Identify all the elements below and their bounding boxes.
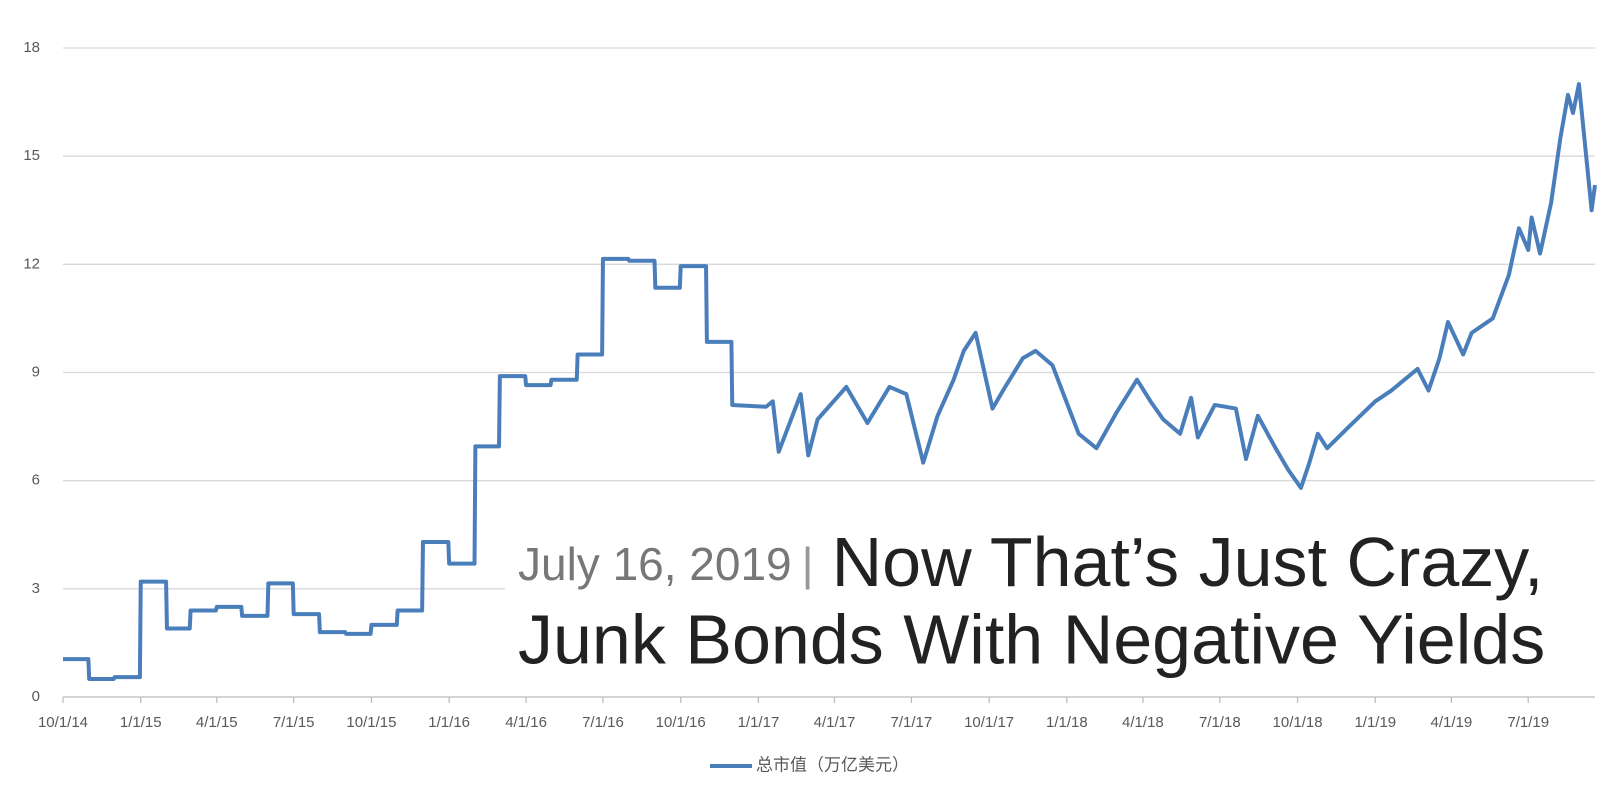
annotation-box: [505, 510, 1605, 682]
x-tick-label: 1/1/18: [1046, 714, 1088, 731]
x-tick-label: 4/1/15: [196, 714, 238, 731]
x-tick-label: 7/1/18: [1199, 714, 1241, 731]
x-tick-label: 7/1/17: [891, 714, 933, 731]
x-tick-label: 10/1/14: [38, 714, 88, 731]
y-tick-label: 15: [23, 147, 40, 164]
x-tick-label: 7/1/19: [1507, 714, 1549, 731]
x-tick-label: 1/1/19: [1354, 714, 1396, 731]
annotation-separator: |: [802, 538, 814, 590]
y-tick-label: 12: [23, 255, 40, 272]
y-tick-label: 3: [32, 580, 40, 597]
x-tick-label: 4/1/18: [1122, 714, 1164, 731]
y-tick-label: 6: [32, 472, 40, 489]
x-tick-label: 4/1/19: [1430, 714, 1472, 731]
x-tick-label: 10/1/17: [964, 714, 1014, 731]
x-tick-label: 1/1/15: [120, 714, 162, 731]
x-tick-label: 4/1/17: [814, 714, 856, 731]
x-tick-label: 10/1/18: [1273, 714, 1323, 731]
x-tick-label: 1/1/17: [738, 714, 780, 731]
annotation-headline: Now That’s Just Crazy,: [832, 523, 1544, 601]
y-tick-label: 0: [32, 688, 40, 705]
annotation-headline: Junk Bonds With Negative Yields: [518, 600, 1545, 678]
annotation-date: July 16, 2019: [518, 538, 792, 590]
x-tick-label: 10/1/15: [346, 714, 396, 731]
y-tick-label: 18: [23, 39, 40, 56]
legend-label: 总市值（万亿美元）: [756, 755, 909, 774]
annotation-heading: July 16, 2019 | Now That’s Just Crazy,: [518, 523, 1544, 601]
x-tick-label: 10/1/16: [656, 714, 706, 731]
y-tick-label: 9: [32, 363, 40, 380]
data-line: [63, 82, 1597, 681]
x-tick-label: 4/1/16: [505, 714, 547, 731]
x-tick-label: 7/1/15: [273, 714, 315, 731]
x-tick-label: 7/1/16: [582, 714, 624, 731]
x-tick-label: 1/1/16: [428, 714, 470, 731]
